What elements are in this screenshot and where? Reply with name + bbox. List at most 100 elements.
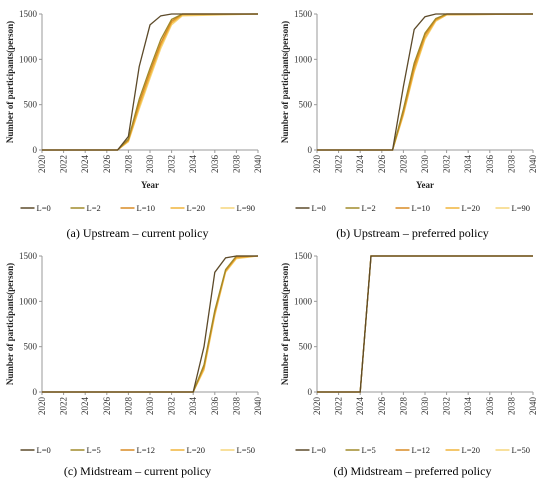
y-tick-label: 0 [308,145,313,155]
x-tick-label: 2028 [123,397,133,416]
x-tick-label: 2022 [59,155,69,173]
y-tick-label: 1000 [294,296,313,306]
x-tick-label: 2022 [334,155,344,173]
legend-label: L=90 [237,203,256,213]
legend-label: L=0 [312,445,326,455]
series-line-l-90 [42,13,259,151]
chart-panel-d: 0 500 1000 1500 2020 2022 2024 2026 2028 2030 2032… [275,242,550,484]
legend-label: L=20 [187,445,206,455]
legend-label: L=12 [412,445,431,455]
series-line-l-50 [317,255,533,393]
chart-d: 0 500 1000 1500 2020 2022 2024 2026 2028 2030 2032… [280,251,538,455]
x-tick-label: 2030 [420,397,430,416]
x-tick-label: 2032 [442,155,452,173]
series-line-l-5 [317,255,533,393]
y-tick-label: 500 [299,342,313,352]
series-line-l-2 [317,13,533,151]
y-tick-label: 1000 [294,54,313,64]
x-tick-label: 2026 [377,397,387,416]
x-tick-label: 2024 [355,155,365,174]
y-tick-label: 1500 [294,9,313,19]
x-tick-label: 2024 [80,155,90,174]
series-line-l-50 [42,255,259,393]
legend-label: L=5 [87,445,101,455]
caption-a: (a) Upstream – current policy [66,226,209,240]
x-tick-label: 2022 [59,397,69,415]
x-axis-title: Year [416,180,434,190]
legend-label: L=0 [37,203,51,213]
legend-label: L=12 [137,445,156,455]
legend-label: L=50 [237,445,256,455]
x-tick-label: 2034 [463,155,473,174]
series-line-l-0 [42,13,258,151]
series-line-l-5 [42,255,258,393]
y-axis-title: Number of participants(person) [5,263,15,385]
legend-label: L=2 [362,203,376,213]
caption-b: (b) Upstream – preferred policy [336,226,489,240]
series-line-l-2 [42,13,258,151]
x-axis-title: Year [141,180,159,190]
x-tick-label: 2038 [231,155,241,174]
legend-label: L=90 [512,203,531,213]
legend-label: L=50 [512,445,531,455]
series-line-l-20 [317,255,533,393]
x-tick-label: 2030 [145,397,155,416]
legend-label: L=20 [462,203,481,213]
series-line-l-0 [317,255,533,393]
legend-label: L=0 [37,445,51,455]
x-tick-label: 2024 [355,397,365,416]
x-tick-label: 2024 [80,397,90,416]
legend-label: L=20 [462,445,481,455]
legend-label: L=10 [412,203,431,213]
x-tick-label: 2036 [210,155,220,174]
x-tick-label: 2020 [37,397,47,416]
x-tick-label: 2040 [253,397,263,416]
x-tick-label: 2038 [506,397,516,416]
y-tick-label: 1500 [19,251,38,261]
y-axis-title: Number of participants(person) [280,263,290,385]
series-line-l-12 [42,255,259,393]
legend-label: L=20 [187,203,206,213]
x-tick-label: 2028 [398,155,408,174]
x-tick-label: 2038 [231,397,241,416]
x-tick-label: 2040 [528,155,538,174]
x-tick-label: 2020 [37,155,47,174]
chart-panel-a: 0 500 1000 1500 2020 2022 2024 2026 2028 2030 2032… [0,0,275,242]
x-tick-label: 2022 [334,397,344,415]
x-tick-label: 2034 [188,155,198,174]
legend-label: L=5 [362,445,376,455]
x-tick-label: 2034 [463,397,473,416]
x-tick-label: 2040 [253,155,263,174]
x-tick-label: 2030 [145,155,155,174]
y-tick-label: 0 [308,387,313,397]
x-tick-label: 2034 [188,397,198,416]
series-line-l-10 [42,13,258,151]
x-tick-label: 2020 [312,155,322,174]
y-tick-label: 1500 [294,251,313,261]
y-tick-label: 500 [24,100,38,110]
x-tick-label: 2032 [167,155,177,173]
x-tick-label: 2036 [485,155,495,174]
chart-panel-b: 0 500 1000 1500 2020 2022 2024 2026 2028 2030 2032… [275,0,550,242]
series-line-l-0 [317,13,533,151]
y-axis-title: Number of participants(person) [5,21,15,143]
x-tick-label: 2038 [506,155,516,174]
caption-c: (c) Midstream – current policy [63,464,212,478]
caption-d: (d) Midstream – preferred policy [333,464,492,478]
series-line-l-0 [42,255,258,393]
x-tick-label: 2036 [485,397,495,416]
x-tick-label: 2036 [210,397,220,416]
x-tick-label: 2032 [442,397,452,415]
legend-label: L=10 [137,203,156,213]
y-tick-label: 1000 [19,296,38,306]
x-tick-label: 2030 [420,155,430,174]
legend-label: L=0 [312,203,326,213]
y-axis-title: Number of participants(person) [280,21,290,143]
chart-panel-c: 0 500 1000 1500 2020 2022 2024 2026 2028 2030 2032… [0,242,275,484]
x-tick-label: 2026 [102,155,112,174]
chart-a: 0 500 1000 1500 2020 2022 2024 2026 2028 2030 2032… [5,9,263,213]
x-tick-label: 2028 [123,155,133,174]
y-tick-label: 500 [24,342,38,352]
legend-label: L=2 [87,203,101,213]
y-tick-label: 1500 [19,9,38,19]
